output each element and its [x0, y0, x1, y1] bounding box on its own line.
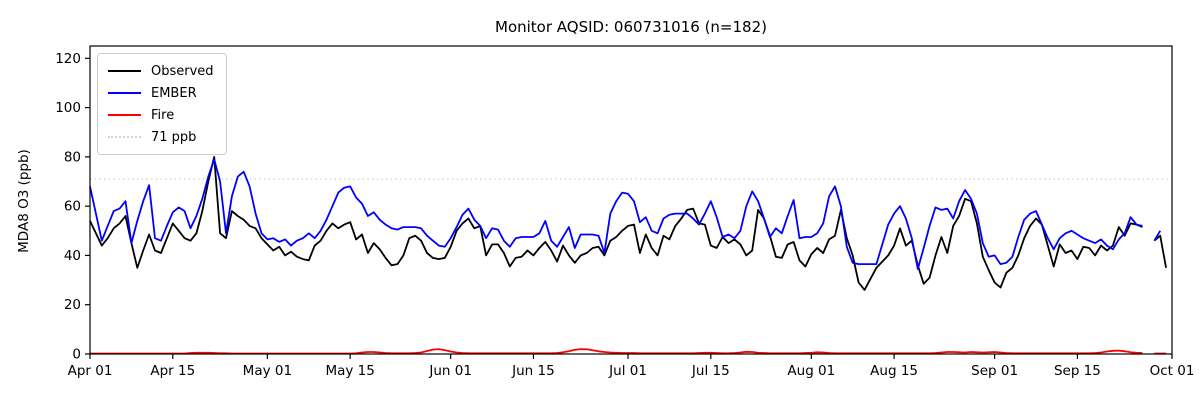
x-tick-label: Jul 15: [691, 363, 730, 379]
y-tick-label: 40: [64, 248, 81, 264]
y-tick-label: 60: [64, 199, 81, 215]
x-tick-label: Sep 01: [971, 363, 1018, 379]
threshold-line-swatch: [108, 136, 141, 138]
legend-label-fire: Fire: [151, 107, 175, 123]
legend-label-observed: Observed: [151, 63, 214, 79]
y-tick-label: 20: [64, 297, 81, 313]
observed-line-swatch: [108, 70, 141, 72]
series-line-ember: [89, 158, 1161, 270]
y-tick-label: 100: [55, 100, 81, 116]
y-axis-label: MDA8 O3 (ppb): [16, 149, 32, 253]
ember-line-swatch: [108, 92, 141, 94]
x-tick-label: May 15: [325, 363, 374, 379]
y-tick-label: 120: [55, 51, 81, 67]
chart-title: Monitor AQSID: 060731016 (n=182): [495, 18, 767, 36]
x-tick-label: Aug 01: [787, 363, 835, 379]
x-tick-label: Sep 15: [1054, 363, 1101, 379]
y-tick-label: 0: [72, 347, 81, 363]
legend-item-observed: Observed: [108, 60, 214, 82]
y-tick-label: 80: [64, 149, 81, 165]
x-tick-label: May 01: [243, 363, 292, 379]
x-tick-label: Jun 01: [428, 363, 472, 379]
x-tick-label: Apr 01: [68, 363, 113, 379]
x-tick-label: Apr 15: [150, 363, 195, 379]
legend-label-ember: EMBER: [151, 85, 197, 101]
legend-item-ember: EMBER: [108, 82, 214, 104]
series-line-fire: [90, 348, 1167, 355]
plot-frame: [89, 45, 1173, 355]
legend: Observed EMBER Fire 71 ppb: [97, 53, 227, 155]
x-tick-label: Oct 01: [1150, 363, 1195, 379]
x-tick-label: Jul 01: [608, 363, 647, 379]
x-tick-label: Jun 15: [511, 363, 555, 379]
legend-label-threshold: 71 ppb: [151, 129, 197, 145]
series-line-observed: [89, 156, 1167, 291]
fire-line-swatch: [108, 114, 141, 116]
legend-item-threshold: 71 ppb: [108, 126, 214, 148]
legend-item-fire: Fire: [108, 104, 214, 126]
x-tick-label: Aug 15: [870, 363, 918, 379]
